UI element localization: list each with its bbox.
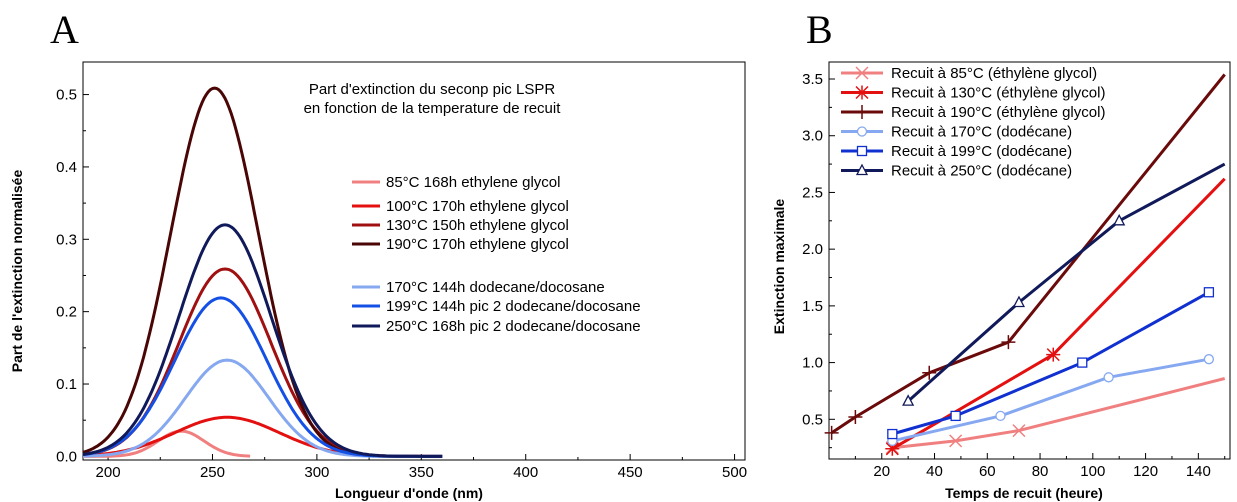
y-tick-label-a: 0.3 bbox=[56, 231, 77, 248]
y-tick-label-a: 0.4 bbox=[56, 159, 77, 176]
marker-circle bbox=[995, 410, 1006, 422]
chart-a-title-line-1: Part d'extinction du seconp pic LSPR bbox=[309, 81, 556, 98]
marker-triangle bbox=[1012, 295, 1026, 308]
x-tick-label-a: 200 bbox=[96, 464, 121, 481]
marker-triangle bbox=[1113, 213, 1126, 226]
series-line-a bbox=[82, 86, 443, 458]
panel-label-a: A bbox=[50, 7, 79, 52]
legend-b: Recuit à 85°C (éthylène glycol) Recuit à … bbox=[841, 65, 1105, 180]
y-tick-label-b: 1.0 bbox=[802, 355, 823, 372]
legend-label-a: 170°C 144h dodecane/docosane bbox=[386, 279, 605, 296]
marker-asterisk bbox=[855, 85, 869, 100]
marker-square bbox=[1203, 287, 1215, 298]
x-tick-label-b: 120 bbox=[1133, 463, 1158, 480]
y-tick-label-b: 0.5 bbox=[802, 411, 823, 428]
marker-square bbox=[1077, 357, 1088, 368]
legend-label-a: 130°C 150h ethylene glycol bbox=[386, 217, 569, 234]
y-axis-label-a: Part de l'extinction normalisée bbox=[9, 170, 25, 373]
legend-label-a: 100°C 170h ethylene glycol bbox=[386, 198, 569, 215]
marker-plus bbox=[1001, 335, 1016, 350]
series-line-b bbox=[891, 357, 1210, 443]
legend-label-a: 250°C 168h pic 2 dodecane/docosane bbox=[386, 318, 641, 335]
x-tick-label-a: 500 bbox=[722, 464, 747, 481]
legend-label-b: Recuit à 190°C (éthylène glycol) bbox=[891, 104, 1105, 121]
legend-label-b: Recuit à 199°C (dodécane) bbox=[891, 143, 1072, 160]
x-tick-label-a: 250 bbox=[200, 464, 225, 481]
chart-a-title-line-2: en fonction de la temperature de recuit bbox=[304, 100, 562, 117]
panel-label-b: B bbox=[806, 7, 833, 52]
y-tick-label-a: 0.1 bbox=[56, 376, 77, 393]
x-tick-label-b: 80 bbox=[1032, 463, 1049, 480]
x-tick-label-a: 350 bbox=[409, 464, 434, 481]
chart-b-frame bbox=[828, 61, 1231, 460]
marker-x bbox=[949, 434, 963, 448]
x-tick-label-b: 60 bbox=[979, 463, 996, 480]
y-tick-label-b: 2.5 bbox=[802, 184, 823, 201]
legend-label-a: 190°C 170h ethylene glycol bbox=[386, 236, 569, 253]
marker-plus bbox=[848, 410, 863, 425]
x-tick-label-b: 100 bbox=[1080, 463, 1105, 480]
series-line-a bbox=[82, 415, 443, 458]
legend-label-a: 199°C 144h pic 2 dodecane/docosane bbox=[386, 298, 641, 315]
chart-a: 200 250 300 350 400 450 500 0.0 0.1 0.2 0.3 0.4 0.5 L… bbox=[9, 61, 747, 501]
marker-circle bbox=[1203, 354, 1215, 365]
y-tick-label-b: 3.0 bbox=[802, 128, 823, 145]
x-tick-label-b: 40 bbox=[926, 463, 943, 480]
legend-a: 85°C 168h ethylene glycol 100°C 170h ethy… bbox=[352, 174, 641, 335]
y-axis-label-b: Extinction maximale bbox=[771, 199, 787, 335]
x-axis-label-a: Longueur d'onde (nm) bbox=[335, 485, 483, 501]
marker-triangle bbox=[855, 163, 869, 176]
marker-plus bbox=[824, 425, 839, 440]
marker-square bbox=[887, 428, 898, 440]
marker-square bbox=[856, 145, 868, 157]
legend-label-a: 85°C 168h ethylene glycol bbox=[386, 174, 560, 191]
marker-circle bbox=[856, 126, 868, 137]
y-tick-label-a: 0.2 bbox=[56, 304, 77, 321]
y-tick-label-a: 0.0 bbox=[56, 448, 77, 465]
marker-triangle bbox=[902, 394, 915, 406]
marker-x bbox=[855, 66, 869, 80]
series-line-a bbox=[82, 223, 443, 458]
y-tick-label-a: 0.5 bbox=[56, 87, 77, 104]
y-tick-label-b: 1.5 bbox=[802, 298, 823, 315]
series-line-b bbox=[907, 162, 1226, 403]
legend-label-b: Recuit à 85°C (éthylène glycol) bbox=[891, 65, 1097, 82]
series-line-a bbox=[83, 358, 443, 458]
marker-plus bbox=[855, 105, 869, 119]
x-tick-label-a: 400 bbox=[513, 464, 538, 481]
x-tick-label-b: 140 bbox=[1186, 463, 1211, 480]
legend-label-b: Recuit à 250°C (dodécane) bbox=[891, 163, 1072, 180]
series-line-b bbox=[892, 377, 1226, 450]
chart-b: 20 40 60 80 100 120 140 0.5 1.0 1.5 2.0 2.5 3.0 3.5 Te… bbox=[771, 61, 1231, 501]
series-line-b bbox=[891, 290, 1210, 436]
marker-asterisk bbox=[885, 441, 900, 456]
chart-a-frame bbox=[82, 61, 746, 461]
y-tick-label-b: 3.5 bbox=[802, 71, 823, 88]
marker-asterisk bbox=[1046, 347, 1061, 362]
marker-circle bbox=[1103, 372, 1114, 383]
marker-plus bbox=[922, 365, 937, 380]
y-tick-label-b: 2.0 bbox=[802, 241, 823, 258]
x-tick-label-a: 300 bbox=[304, 464, 329, 481]
series-line-b bbox=[891, 177, 1226, 451]
marker-square bbox=[950, 410, 961, 422]
x-tick-label-b: 20 bbox=[873, 463, 890, 480]
legend-label-b: Recuit à 130°C (éthylène glycol) bbox=[891, 85, 1105, 102]
legend-label-b: Recuit à 170°C (dodécane) bbox=[891, 124, 1072, 141]
x-tick-label-a: 450 bbox=[618, 464, 643, 481]
x-axis-label-b: Temps de recuit (heure) bbox=[945, 485, 1103, 501]
marker-x bbox=[1012, 424, 1026, 438]
